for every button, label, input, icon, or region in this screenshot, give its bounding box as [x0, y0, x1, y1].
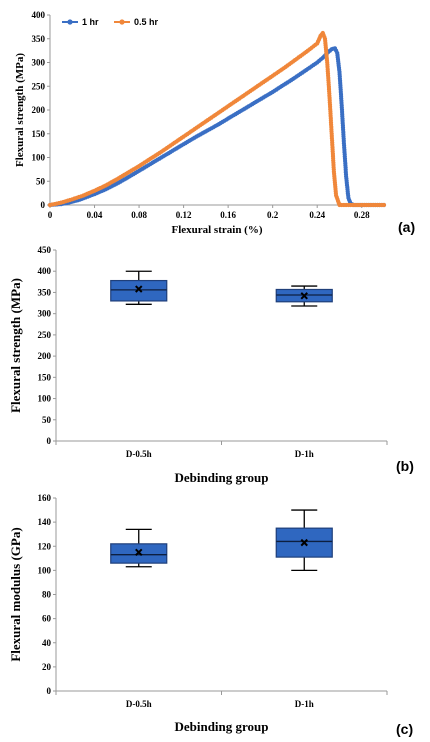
c-y-axis-label: Flexural modulus (GPa): [8, 527, 23, 661]
c-y-tick-label: 40: [42, 638, 52, 648]
b-x-tick-label: D-0.5h: [126, 449, 152, 459]
b-y-tick-label: 450: [38, 245, 52, 255]
a-x-tick-label: 0.12: [176, 210, 192, 220]
a-legend-label: 1 hr: [82, 17, 99, 27]
a-x-tick-label: 0: [48, 210, 53, 220]
b-y-tick-label: 150: [38, 372, 52, 382]
a-y-tick-label: 400: [32, 10, 46, 20]
c-y-tick-label: 80: [42, 590, 52, 600]
a-legend-label: 0.5 hr: [134, 17, 159, 27]
c-y-tick-label: 100: [38, 565, 52, 575]
c-y-tick-label: 60: [42, 614, 52, 624]
a-y-tick-label: 250: [32, 81, 46, 91]
c-mean-marker: [300, 538, 308, 547]
c-y-tick-label: 140: [38, 517, 52, 527]
b-y-tick-label: 300: [38, 309, 52, 319]
a-x-tick-label: 0.04: [87, 210, 103, 220]
a-panel-label: (a): [398, 219, 415, 235]
a-y-tick-label: 150: [32, 129, 46, 139]
a-y-tick-label: 0: [41, 200, 46, 210]
c-panel-label: (c): [396, 721, 413, 737]
b-y-tick-label: 50: [42, 415, 52, 425]
c-y-tick-label: 20: [42, 662, 52, 672]
c-y-tick-label: 160: [38, 493, 52, 503]
a-legend-marker: [67, 19, 73, 25]
a-y-tick-label: 50: [36, 176, 46, 186]
b-y-tick-label: 0: [47, 436, 52, 446]
b-box-iqr: [110, 279, 168, 302]
b-y-tick-label: 200: [38, 351, 52, 361]
b-y-tick-label: 400: [38, 266, 52, 276]
a-x-tick-label: 0.24: [309, 210, 325, 220]
b-y-tick-label: 350: [38, 287, 52, 297]
b-mean-marker: [300, 292, 308, 300]
a-y-axis-label: Flexural strength (MPa): [14, 53, 26, 167]
a-x-tick-label: 0.16: [220, 210, 236, 220]
b-y-tick-label: 250: [38, 330, 52, 340]
a-x-axis-label: Flexural strain (%): [171, 224, 262, 236]
b-y-tick-label: 100: [38, 394, 52, 404]
b-y-axis-label: Flexural strength (MPa): [8, 278, 23, 413]
b-x-axis-label: Debinding group: [174, 470, 268, 485]
a-y-tick-label: 350: [32, 34, 46, 44]
b-mean-marker: [135, 285, 143, 293]
a-x-tick-label: 0.2: [267, 210, 279, 220]
a-legend-marker: [119, 19, 125, 25]
a-x-tick-label: 0.28: [354, 210, 370, 220]
b-panel-label: (b): [396, 458, 414, 474]
c-x-tick-label: D-1h: [295, 699, 314, 709]
c-mean-marker: [135, 548, 143, 556]
a-x-tick-label: 0.08: [131, 210, 147, 220]
a-y-tick-label: 300: [32, 58, 46, 68]
b-x-tick-label: D-1h: [295, 449, 314, 459]
a-series-point: [381, 202, 387, 208]
c-y-tick-label: 0: [47, 686, 52, 696]
c-x-axis-label: Debinding group: [174, 719, 268, 734]
a-y-tick-label: 100: [32, 153, 46, 163]
c-y-tick-label: 120: [38, 541, 52, 551]
a-y-tick-label: 200: [32, 105, 46, 115]
c-x-tick-label: D-0.5h: [126, 699, 152, 709]
